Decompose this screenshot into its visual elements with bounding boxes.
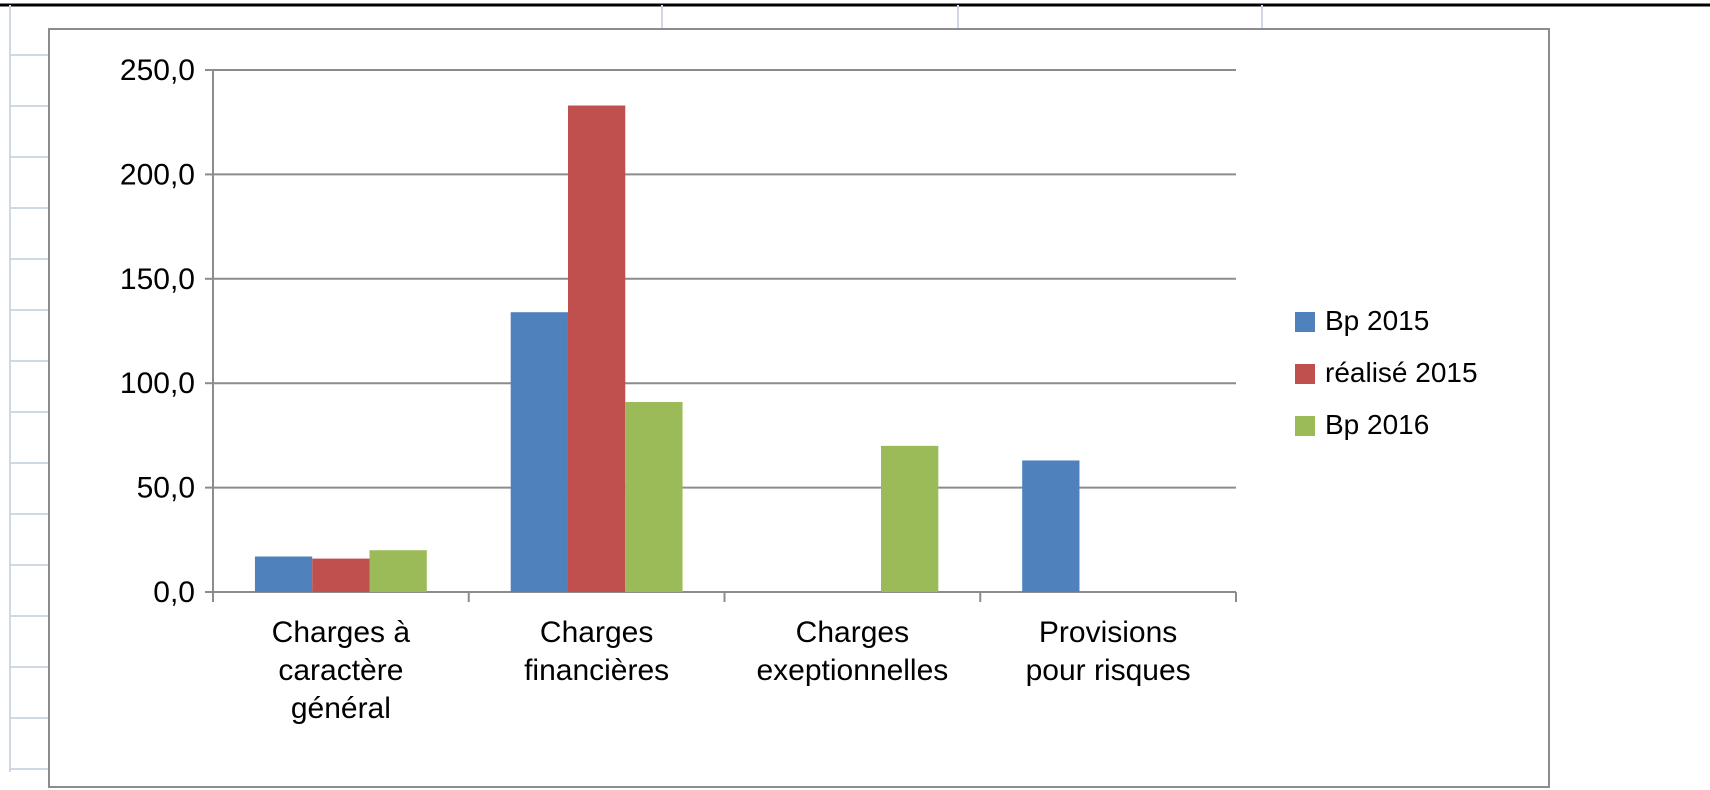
x-category-label-line: financières bbox=[524, 654, 669, 687]
bar-r-alis-2015 bbox=[567, 105, 626, 592]
bar-bp-2016 bbox=[881, 445, 939, 592]
x-category-label: Provisions pour risques bbox=[1026, 616, 1191, 687]
bar-chart: 0,0 50,0 100,0 150,0 200,0 250,0 Charges à cara… bbox=[120, 54, 1478, 725]
y-tick-label: 150,0 bbox=[120, 263, 195, 296]
x-category-label-line: Charges bbox=[796, 616, 909, 649]
x-category-label-line: caractère bbox=[278, 654, 403, 687]
bar-bp-2016 bbox=[625, 401, 683, 592]
y-tick-label: 200,0 bbox=[120, 158, 195, 191]
bar-bp-2015 bbox=[254, 556, 313, 592]
x-category-label-line: Charges à bbox=[272, 616, 411, 649]
chart-area[interactable]: 0,0 50,0 100,0 150,0 200,0 250,0 Charges à cara… bbox=[48, 28, 1550, 788]
legend-label: Bp 2015 bbox=[1325, 305, 1429, 336]
x-category-label: Charges à caractère général bbox=[272, 616, 411, 725]
bar-r-alis-2015 bbox=[312, 558, 370, 592]
y-tick-label: 50,0 bbox=[137, 472, 195, 505]
x-category-label: Charges exeptionnelles bbox=[756, 616, 948, 687]
bar-bp-2016 bbox=[369, 550, 427, 592]
legend-swatch bbox=[1295, 364, 1315, 384]
spreadsheet-background bbox=[0, 3, 1710, 772]
y-tick-label: 0,0 bbox=[153, 576, 195, 609]
x-category-label-line: général bbox=[291, 692, 391, 725]
y-tick-label: 100,0 bbox=[120, 367, 195, 400]
bar-bp-2015 bbox=[1022, 460, 1080, 592]
y-tick-label: 250,0 bbox=[120, 54, 195, 87]
x-category-label-line: exeptionnelles bbox=[756, 654, 948, 687]
x-category-label-line: Provisions bbox=[1039, 616, 1177, 649]
legend-swatch bbox=[1295, 416, 1315, 436]
x-category-label-line: Charges bbox=[540, 616, 653, 649]
x-category-label-line: pour risques bbox=[1026, 654, 1191, 687]
legend-swatch bbox=[1295, 312, 1315, 332]
legend-label: Bp 2016 bbox=[1325, 409, 1429, 440]
x-category-label: Charges financières bbox=[524, 616, 669, 687]
spreadsheet-gridlines bbox=[0, 3, 1710, 772]
bar-bp-2015 bbox=[510, 312, 568, 592]
legend-label: réalisé 2015 bbox=[1325, 357, 1478, 388]
